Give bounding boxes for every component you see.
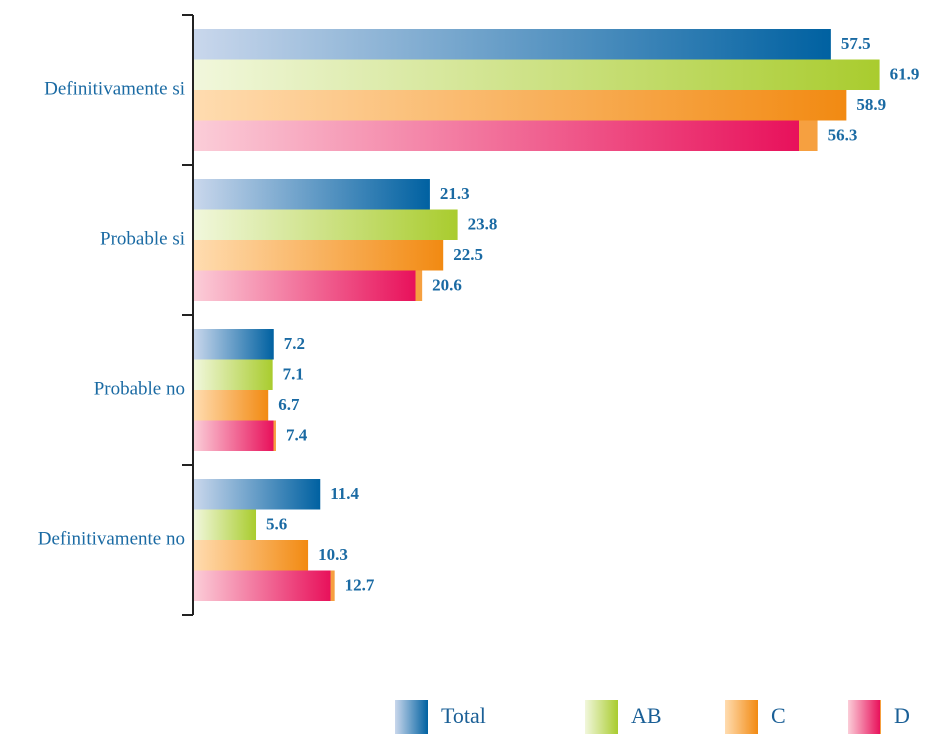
bar bbox=[194, 90, 847, 121]
value-label: 11.4 bbox=[330, 484, 359, 503]
legend-swatch bbox=[395, 700, 428, 734]
bar bbox=[194, 59, 880, 90]
bar bbox=[194, 329, 274, 360]
category-label: Definitivamente si bbox=[44, 78, 185, 99]
bar bbox=[194, 29, 831, 60]
category-label: Definitivamente no bbox=[38, 528, 185, 549]
value-label: 7.4 bbox=[286, 426, 308, 445]
value-label: 6.7 bbox=[278, 395, 300, 414]
value-label: 21.3 bbox=[440, 184, 470, 203]
bar bbox=[194, 420, 276, 451]
bar bbox=[194, 120, 818, 151]
value-label: 56.3 bbox=[828, 126, 858, 145]
value-label: 23.8 bbox=[468, 215, 498, 234]
value-label: 12.7 bbox=[345, 576, 375, 595]
value-label: 10.3 bbox=[318, 545, 348, 564]
bar bbox=[194, 509, 257, 540]
legend-swatch bbox=[848, 700, 881, 734]
bar bbox=[194, 540, 309, 571]
bar bbox=[194, 179, 430, 210]
value-label: 5.6 bbox=[266, 515, 287, 534]
value-label: 22.5 bbox=[453, 245, 483, 264]
value-label: 61.9 bbox=[890, 65, 920, 84]
bar bbox=[194, 270, 423, 301]
bar bbox=[194, 570, 335, 601]
value-label: 57.5 bbox=[841, 34, 871, 53]
value-label: 58.9 bbox=[856, 95, 886, 114]
legend-label: C bbox=[771, 703, 786, 728]
category-label: Probable no bbox=[94, 378, 185, 399]
value-label: 7.2 bbox=[284, 334, 305, 353]
bar bbox=[194, 240, 444, 271]
bar bbox=[194, 209, 458, 240]
bar bbox=[194, 390, 269, 421]
value-label: 20.6 bbox=[432, 276, 462, 295]
bar bbox=[194, 479, 321, 510]
legend-swatch bbox=[585, 700, 618, 734]
legend-label: D bbox=[894, 703, 910, 728]
legend-label: AB bbox=[631, 703, 662, 728]
legend-label: Total bbox=[441, 703, 486, 728]
legend-swatch bbox=[725, 700, 758, 734]
category-label: Probable si bbox=[100, 228, 185, 249]
value-label: 7.1 bbox=[283, 365, 304, 384]
bar bbox=[194, 359, 273, 390]
